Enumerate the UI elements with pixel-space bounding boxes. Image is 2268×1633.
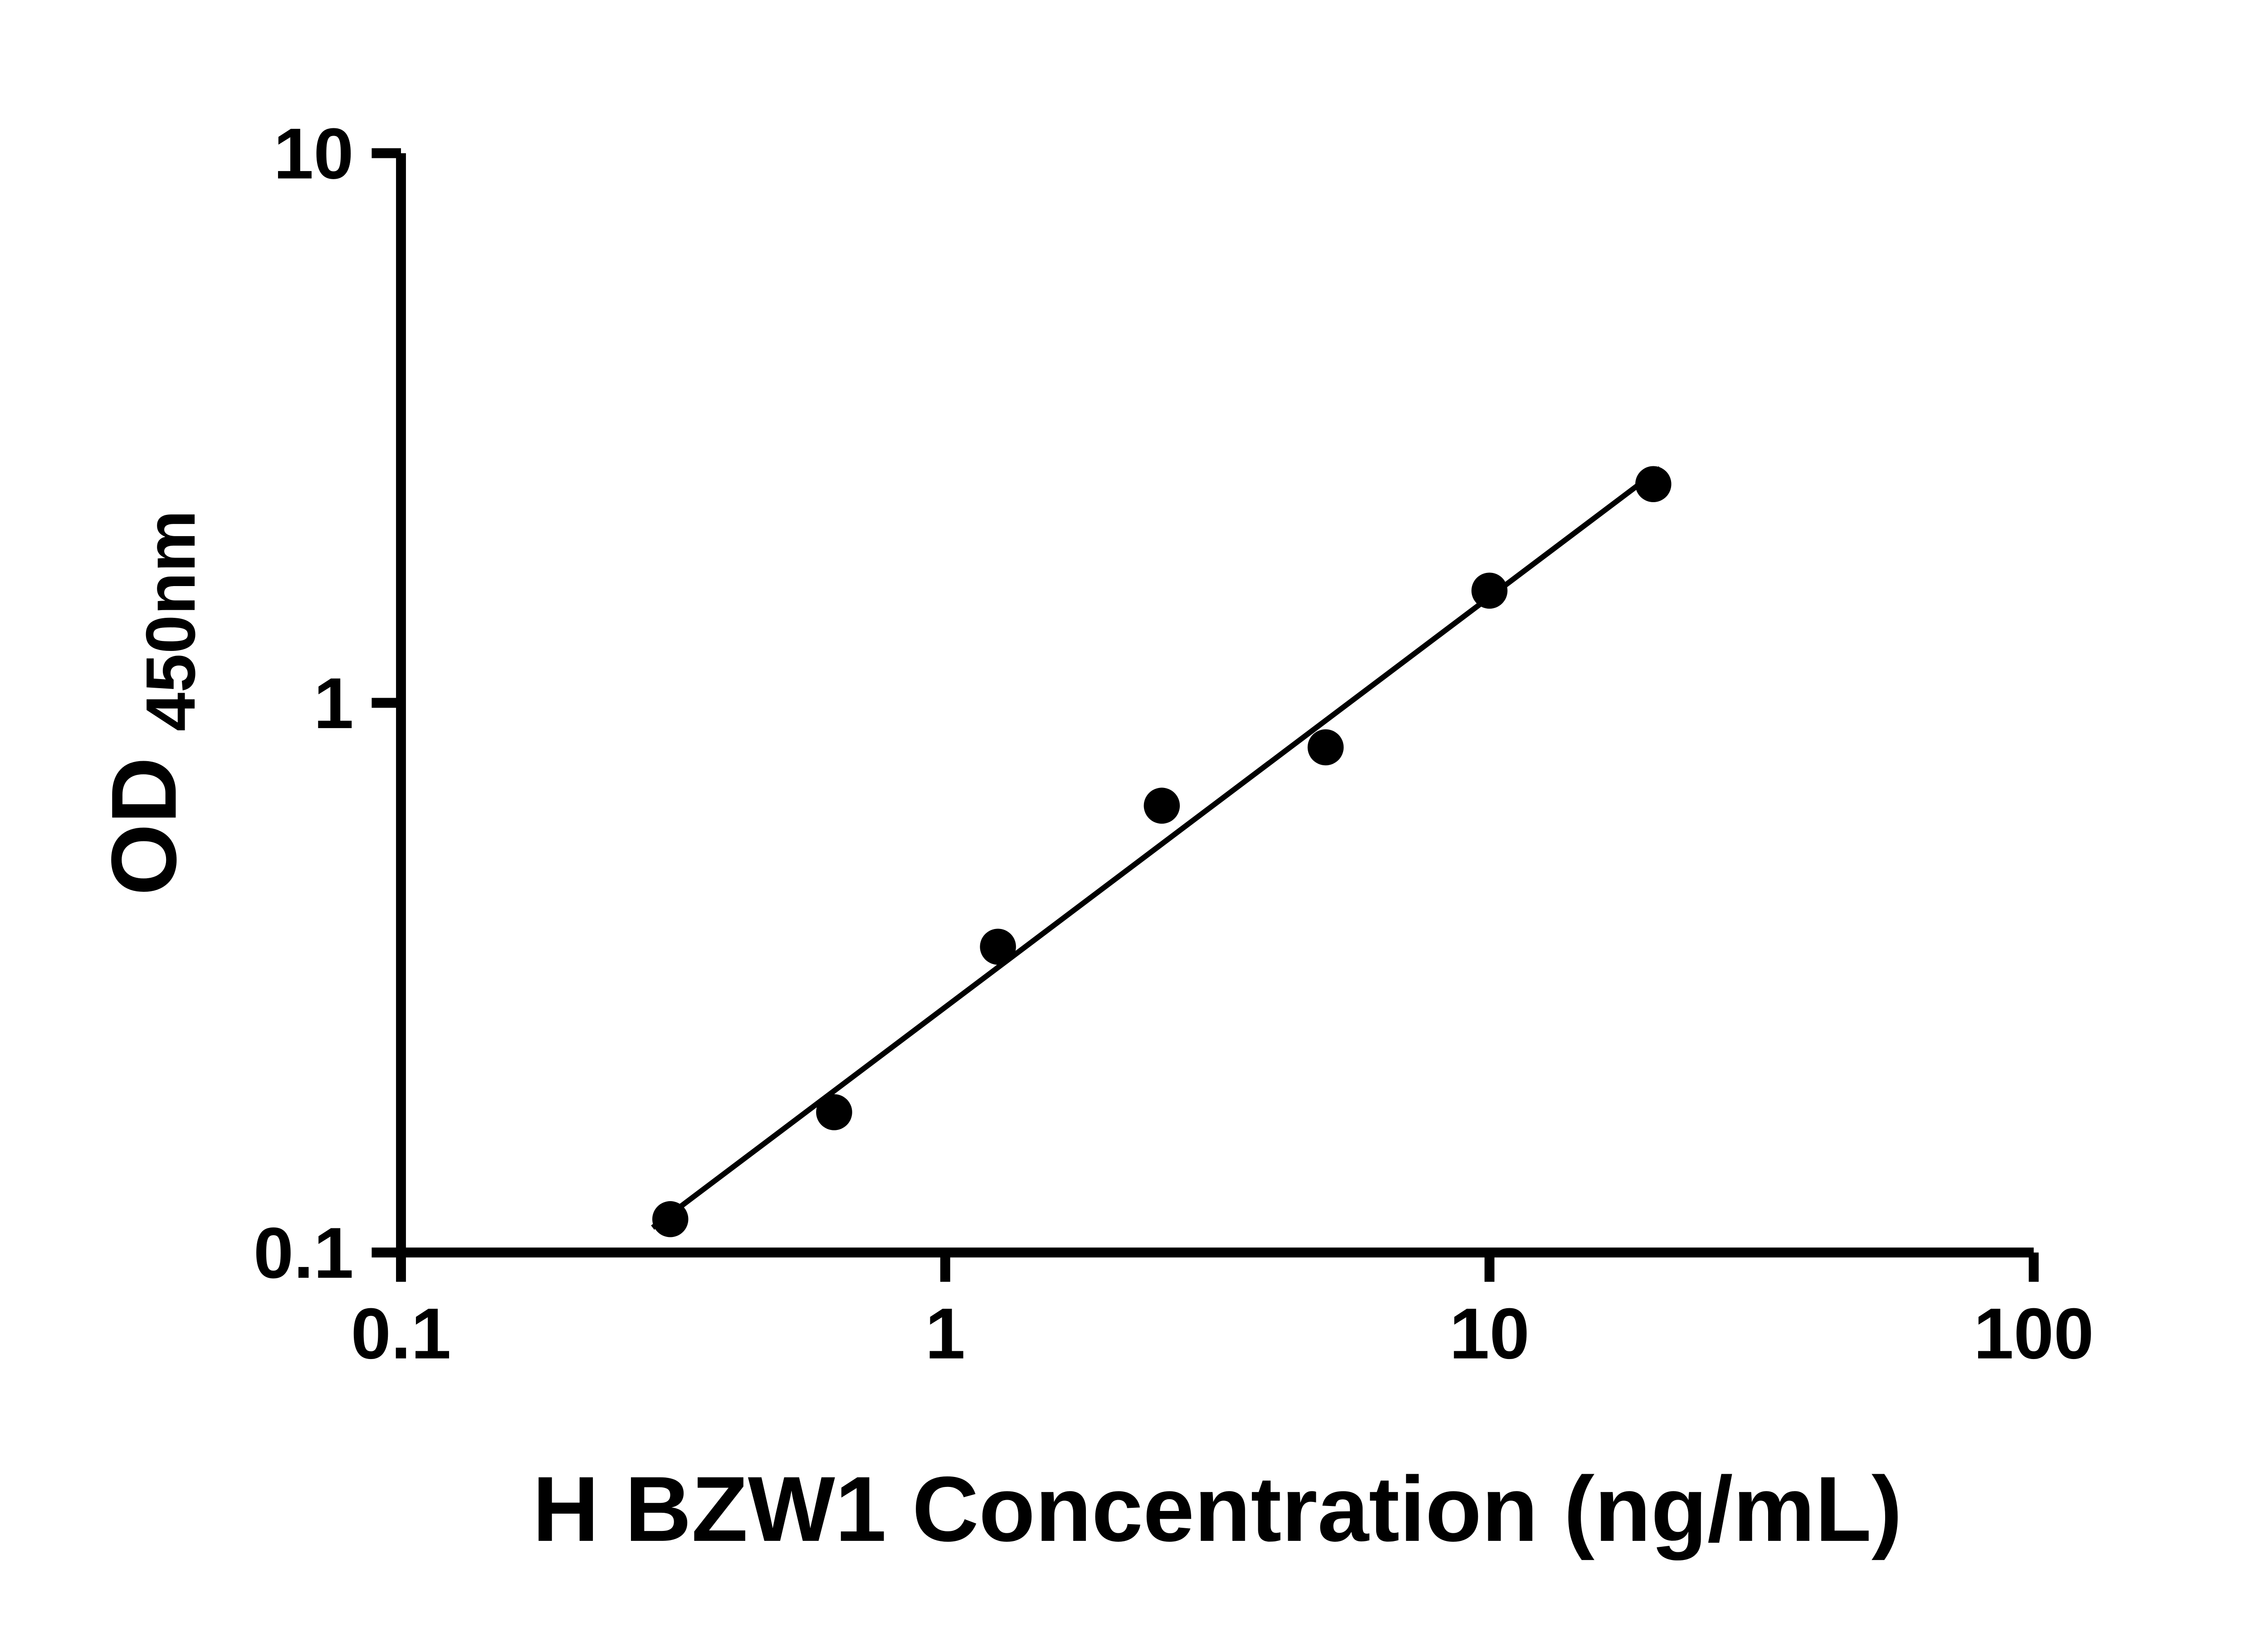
trend-line — [651, 466, 1662, 1230]
y-tick-label-0.1: 0.1 — [254, 1213, 354, 1293]
axis-frame — [396, 153, 2034, 1258]
y-axis-title: OD 450nm — [93, 510, 210, 896]
y-axis-title-subscript: 450nm — [132, 510, 210, 732]
x-axis-title: H BZW1 Concentration (ng/mL) — [533, 1458, 1902, 1561]
data-point-3 — [1144, 787, 1180, 824]
y-axis-title-main: OD — [93, 757, 196, 895]
data-point-5 — [1471, 572, 1508, 609]
data-point-0 — [652, 1201, 689, 1237]
x-tick-label-1: 1 — [925, 1293, 965, 1374]
data-point-6 — [1635, 466, 1672, 502]
data-point-1 — [816, 1094, 852, 1130]
y-tick-label-10: 10 — [274, 113, 354, 194]
x-tick-label-100: 100 — [1974, 1293, 2094, 1374]
data-point-4 — [1307, 729, 1344, 766]
x-tick-label-0.1: 0.1 — [351, 1293, 451, 1374]
data-point-2 — [980, 929, 1016, 965]
y-tick-label-1: 1 — [313, 663, 353, 743]
x-tick-label-10: 10 — [1449, 1293, 1530, 1374]
plot-area: 0.1 1 10 100 0.1 1 10 — [254, 113, 2094, 1374]
